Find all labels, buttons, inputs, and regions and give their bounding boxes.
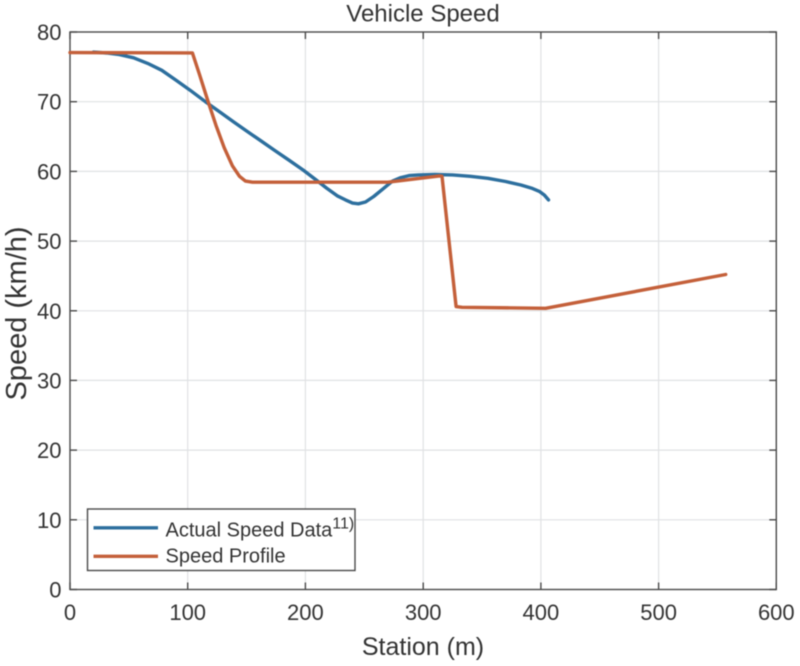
svg-text:80: 80 [37,20,61,45]
svg-text:Actual Speed Data11): Actual Speed Data11) [166,516,355,542]
svg-text:Vehicle Speed: Vehicle Speed [346,1,499,28]
svg-text:400: 400 [523,600,560,625]
svg-text:Speed (km/h): Speed (km/h) [1,226,33,400]
svg-text:60: 60 [37,159,61,184]
svg-text:10: 10 [37,508,61,533]
svg-text:200: 200 [287,600,324,625]
svg-text:0: 0 [49,578,61,603]
svg-text:500: 500 [640,600,677,625]
svg-text:600: 600 [758,600,795,625]
svg-text:Station (m): Station (m) [362,633,484,661]
svg-text:30: 30 [37,368,61,393]
svg-text:0: 0 [64,600,76,625]
svg-text:Speed Profile: Speed Profile [166,546,286,568]
svg-text:50: 50 [37,229,61,254]
svg-text:300: 300 [405,600,442,625]
svg-text:70: 70 [37,90,61,115]
svg-text:20: 20 [37,438,61,463]
svg-text:40: 40 [37,299,61,324]
svg-text:100: 100 [169,600,206,625]
